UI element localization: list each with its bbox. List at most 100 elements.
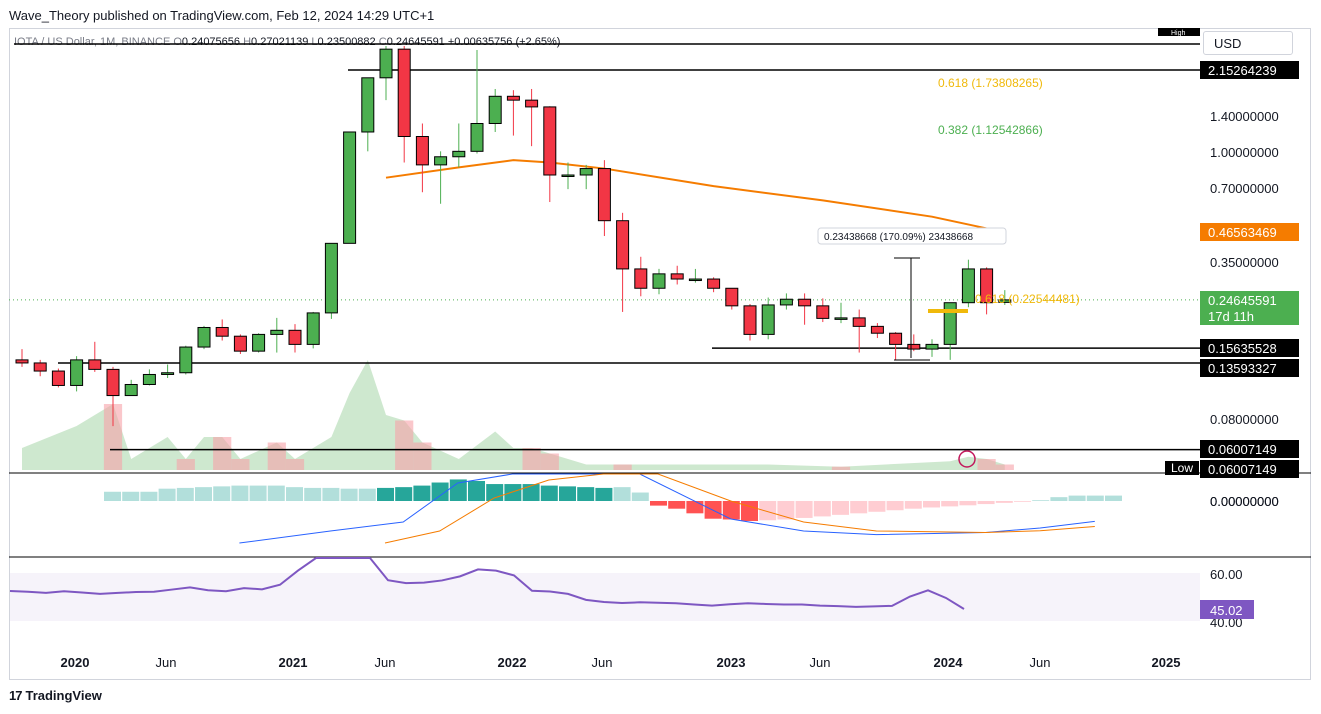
fib-618-top-label: 0.618 (1.73808265) — [938, 76, 1043, 90]
macd-histogram-bar — [777, 501, 795, 520]
currency-button[interactable]: USD — [1203, 31, 1293, 55]
macd-histogram-bar — [468, 480, 485, 501]
candle — [561, 174, 575, 177]
volume-bar-down — [267, 442, 286, 470]
candle — [543, 106, 557, 176]
macd-histogram-bar — [486, 484, 504, 501]
macd-histogram-bar — [249, 485, 267, 501]
rsi-badge — [1200, 600, 1254, 619]
rsi-value: 45.02 — [1210, 603, 1243, 618]
macd-histogram-bar — [1105, 495, 1122, 501]
high-tag: High — [1171, 30, 1186, 37]
price-badge-text: 0.06007149 — [1208, 462, 1277, 477]
price-scale-label: 0.00000000 — [1210, 494, 1279, 509]
candle — [470, 122, 484, 152]
candle — [943, 302, 957, 345]
macd-histogram-bar — [577, 487, 595, 501]
candle — [415, 135, 429, 166]
candle — [233, 335, 247, 352]
symbol-legend: IOTA / US Dollar, 1M, BINANCE O0.2407565… — [14, 36, 560, 48]
publish-info: Wave_Theory published on TradingView.com… — [9, 8, 435, 23]
macd-histogram-bar — [522, 484, 540, 501]
high-label: H — [243, 36, 252, 48]
low-tag-box — [1165, 461, 1199, 475]
macd-histogram-bar — [1032, 500, 1050, 501]
price-badge — [1200, 440, 1299, 458]
time-axis-label: Jun — [810, 655, 831, 670]
low-tag: Low — [1171, 461, 1193, 475]
macd-signal-line — [384, 473, 1095, 544]
macd-histogram-bar — [449, 479, 467, 501]
macd-histogram-bar — [650, 501, 667, 506]
macd-histogram-bar — [850, 501, 868, 514]
divergence-icon — [958, 450, 976, 468]
candle — [488, 95, 502, 124]
candle — [816, 305, 830, 319]
price-scale-label: 0.35000000 — [1210, 255, 1279, 270]
price-scale-label: 0.08000000 — [1210, 412, 1279, 427]
close-label: C — [378, 36, 387, 48]
change-value: +0.00635756 (+2.65%) — [447, 36, 561, 48]
macd-histogram-bar — [1014, 501, 1031, 502]
candle — [506, 95, 520, 101]
high-tag-box — [1158, 28, 1200, 36]
price-badge — [1200, 307, 1299, 325]
price-scale-label: 1.00000000 — [1210, 145, 1279, 160]
price-badge-text: 0.13593327 — [1208, 361, 1277, 376]
macd-histogram-bar — [832, 501, 849, 515]
macd-histogram-bar — [959, 501, 977, 506]
macd-histogram-bar — [995, 501, 1013, 503]
candle — [452, 150, 466, 158]
candle — [688, 278, 702, 282]
candle — [343, 131, 357, 244]
fib-618-bottom-label: 0.618 (0.22544481) — [975, 292, 1080, 306]
time-axis-label: 2025 — [1152, 655, 1181, 670]
macd-histogram-bar — [304, 487, 322, 501]
macd-histogram-bar — [158, 488, 176, 501]
price-badge — [1200, 339, 1299, 357]
candle — [397, 48, 411, 137]
macd-histogram-bar — [358, 488, 376, 501]
low-value: 0.23500882 — [317, 36, 376, 48]
tradingview-logo-icon: 17 — [9, 688, 23, 703]
time-axis-label: 2020 — [61, 655, 90, 670]
macd-histogram-bar — [923, 501, 940, 508]
macd-histogram-bar — [340, 488, 358, 501]
candle — [51, 370, 65, 386]
volume-bar-down — [103, 404, 123, 470]
candle — [852, 317, 866, 327]
macd-histogram-bar — [686, 501, 704, 514]
candle — [925, 343, 939, 350]
candle — [306, 312, 320, 345]
candle — [161, 372, 175, 375]
candle — [215, 326, 229, 337]
open-value: 0.24075656 — [181, 36, 241, 48]
candle — [743, 305, 757, 335]
volume-bar-down — [831, 466, 851, 470]
time-axis-label: 2021 — [279, 655, 308, 670]
fib-382-label: 0.382 (1.12542866) — [938, 123, 1043, 137]
candle — [870, 325, 884, 334]
volume-bar-down — [176, 459, 195, 470]
ema-line — [385, 159, 1006, 234]
macd-histogram-bar — [195, 487, 212, 501]
candle — [252, 333, 266, 352]
measure-box — [817, 227, 1007, 245]
candle — [889, 332, 903, 345]
time-axis-label: Jun — [156, 655, 177, 670]
candle — [798, 298, 812, 307]
macd-histogram-bar — [795, 501, 813, 518]
macd-histogram-bar — [140, 491, 158, 501]
volume-bar-down — [977, 459, 996, 470]
candle — [634, 268, 648, 289]
candle — [579, 168, 593, 176]
candle — [179, 346, 193, 374]
close-value: 0.24645591 — [386, 36, 445, 48]
candle — [834, 317, 848, 320]
price-scale-label: 1.40000000 — [1210, 109, 1279, 124]
candle — [597, 168, 611, 222]
rsi-scale-60: 60.00 — [1210, 567, 1243, 582]
candle — [961, 268, 975, 304]
candle — [980, 268, 994, 304]
